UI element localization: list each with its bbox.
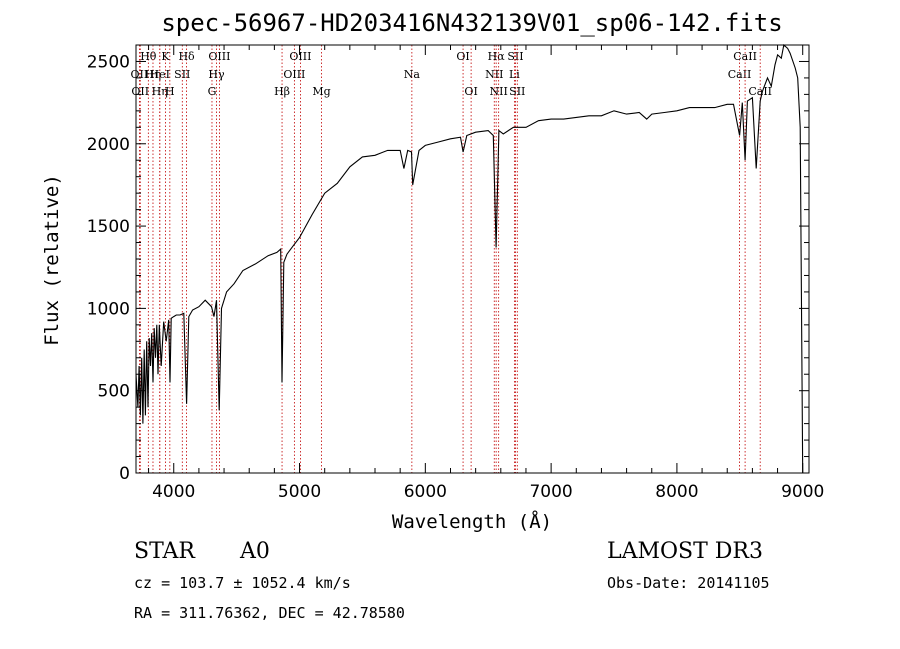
survey-name: LAMOST DR3 (607, 539, 763, 564)
spectral-line-label: CaII (733, 50, 757, 63)
spectral-line-label: H (165, 85, 175, 98)
spectral-line-label: SII (174, 68, 190, 81)
spectral-line-label: G (208, 85, 217, 98)
spectral-line-label: Hα (488, 50, 506, 63)
spectral-line-label: OIII (289, 50, 311, 63)
spectral-line-label: OIII (283, 68, 305, 81)
y-tick-label: 2500 (87, 52, 130, 72)
spectrum-line (135, 43, 804, 474)
spectral-line-label: NII (485, 68, 503, 81)
y-tick-label: 1500 (87, 217, 130, 237)
spectral-line-label: CaII (728, 68, 752, 81)
spectral-line-label: OIII (208, 50, 230, 63)
x-tick-label: 7000 (529, 482, 572, 502)
x-tick-label: 8000 (655, 482, 698, 502)
x-tick-label: 9000 (781, 482, 824, 502)
spectral-line-label: Hη (145, 68, 161, 81)
spectral-line-markers: OIIOIIHθHηHeIHηKHSIIHδGHγOIIIHβOIIIOIIIM… (131, 45, 772, 473)
spectral-line-label: Hβ (274, 85, 290, 98)
y-tick-label: 2000 (87, 135, 130, 155)
plot-frame (135, 44, 810, 474)
x-tick-label: 4000 (152, 482, 195, 502)
object-type: STAR (134, 539, 196, 564)
observation-date: Obs-Date: 20141105 (607, 574, 770, 592)
spectral-line-label: Li (509, 68, 520, 81)
y-tick-label: 1000 (87, 299, 130, 319)
spectral-line-label: Hγ (208, 68, 225, 81)
spectral-line-label: OII (131, 85, 149, 98)
spectral-line-label: OII (131, 68, 149, 81)
y-tick-label: 500 (98, 382, 130, 402)
spectral-line-label: K (161, 50, 170, 63)
chart-title: spec-56967-HD203416N432139V01_sp06-142.f… (161, 9, 782, 37)
spectral-line-label: Hδ (178, 50, 195, 63)
spectral-line-label: Mg (312, 85, 330, 98)
axis-ticks: 4000 5000 6000 7000 8000 9000 0 500 1000 1500 2000… (87, 44, 824, 502)
spectral-line-label: NII (490, 85, 508, 98)
x-tick-label: 5000 (278, 482, 321, 502)
redshift-velocity: cz = 103.7 ± 1052.4 km/s (134, 574, 351, 592)
spectral-line-label: Hη (152, 85, 168, 98)
y-tick-label: 0 (119, 464, 130, 484)
y-axis-label: Flux (relative) (41, 174, 63, 346)
object-subclass: A0 (239, 539, 270, 564)
spectral-line-label: OI (456, 50, 469, 63)
spectral-line-label: SII (507, 50, 523, 63)
spectral-line-label: CaII (748, 85, 772, 98)
spectral-line-label: Na (404, 68, 421, 81)
spectral-line-label: SII (509, 85, 525, 98)
x-tick-label: 6000 (404, 482, 447, 502)
coordinates: RA = 311.76362, DEC = 42.78580 (134, 604, 405, 622)
spectral-line-label: OI (464, 85, 477, 98)
x-axis-label: Wavelength (Å) (392, 510, 552, 533)
